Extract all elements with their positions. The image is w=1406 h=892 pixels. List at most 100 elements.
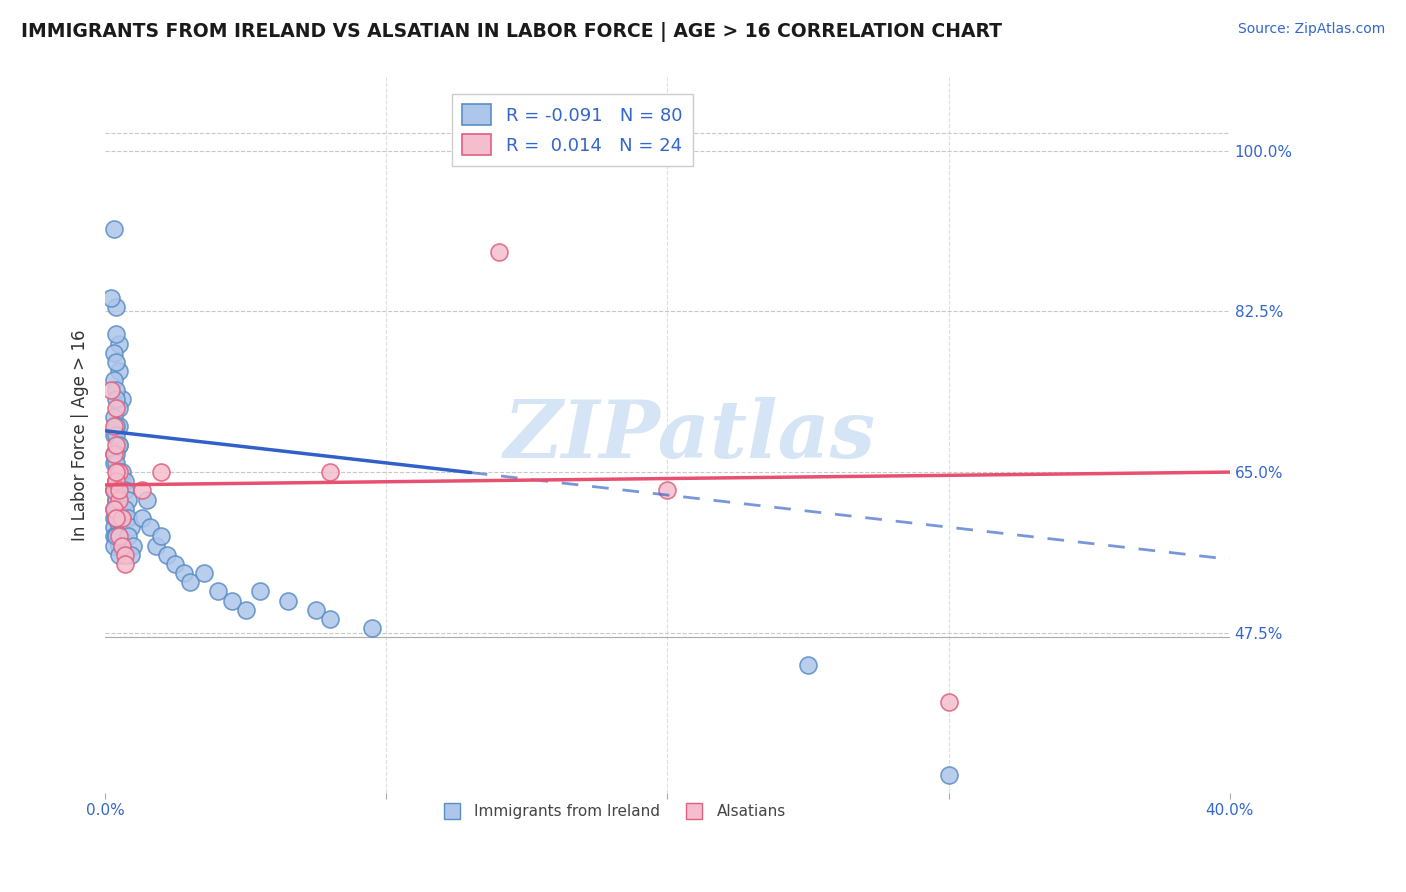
Point bbox=[105, 392, 128, 406]
Point bbox=[111, 475, 134, 489]
Point bbox=[139, 520, 162, 534]
Point bbox=[103, 346, 125, 360]
Point bbox=[105, 300, 128, 314]
Point bbox=[103, 483, 125, 498]
Point bbox=[105, 483, 128, 498]
Point bbox=[131, 511, 153, 525]
Point bbox=[108, 437, 131, 451]
Point bbox=[103, 520, 125, 534]
Point bbox=[111, 392, 134, 406]
Point bbox=[319, 612, 342, 626]
Point bbox=[105, 475, 128, 489]
Point bbox=[105, 511, 128, 525]
Point bbox=[103, 447, 125, 461]
Point bbox=[938, 695, 960, 709]
Point bbox=[103, 410, 125, 425]
Point bbox=[105, 383, 128, 397]
Point bbox=[305, 603, 328, 617]
Point bbox=[108, 520, 131, 534]
Point bbox=[105, 492, 128, 507]
Point bbox=[108, 511, 131, 525]
Point bbox=[108, 465, 131, 479]
Text: IMMIGRANTS FROM IRELAND VS ALSATIAN IN LABOR FORCE | AGE > 16 CORRELATION CHART: IMMIGRANTS FROM IRELAND VS ALSATIAN IN L… bbox=[21, 22, 1002, 42]
Point bbox=[797, 657, 820, 672]
Point bbox=[108, 483, 131, 498]
Point bbox=[120, 520, 142, 534]
Point bbox=[111, 539, 134, 553]
Point bbox=[105, 327, 128, 342]
Point bbox=[100, 291, 122, 305]
Point bbox=[111, 511, 134, 525]
Point bbox=[108, 419, 131, 434]
Point bbox=[105, 501, 128, 516]
Point bbox=[108, 465, 131, 479]
Point bbox=[122, 539, 145, 553]
Point bbox=[103, 539, 125, 553]
Point bbox=[249, 584, 271, 599]
Point bbox=[120, 548, 142, 562]
Point bbox=[108, 336, 131, 351]
Point bbox=[103, 456, 125, 470]
Point bbox=[103, 419, 125, 434]
Point bbox=[105, 437, 128, 451]
Point bbox=[657, 483, 679, 498]
Point bbox=[108, 501, 131, 516]
Point bbox=[100, 383, 122, 397]
Point bbox=[207, 584, 229, 599]
Point bbox=[488, 244, 510, 259]
Point bbox=[277, 593, 299, 607]
Point bbox=[111, 465, 134, 479]
Point bbox=[105, 492, 128, 507]
Text: ZIPatlas: ZIPatlas bbox=[503, 397, 876, 475]
Point bbox=[117, 511, 139, 525]
Point bbox=[145, 539, 167, 553]
Point bbox=[235, 603, 257, 617]
Point bbox=[114, 501, 136, 516]
Point bbox=[105, 456, 128, 470]
Point bbox=[150, 529, 173, 543]
Point bbox=[103, 501, 125, 516]
Point bbox=[108, 548, 131, 562]
Point bbox=[131, 483, 153, 498]
Point bbox=[103, 501, 125, 516]
Point bbox=[103, 529, 125, 543]
Point bbox=[361, 621, 384, 635]
Point bbox=[103, 222, 125, 236]
Point bbox=[114, 548, 136, 562]
Point bbox=[938, 768, 960, 782]
Point bbox=[117, 529, 139, 543]
Point bbox=[156, 548, 179, 562]
Point bbox=[105, 428, 128, 442]
Point bbox=[117, 492, 139, 507]
Point bbox=[105, 419, 128, 434]
Point bbox=[108, 437, 131, 451]
Point bbox=[108, 364, 131, 378]
Point bbox=[150, 465, 173, 479]
Point bbox=[108, 539, 131, 553]
Point bbox=[108, 401, 131, 415]
Point bbox=[319, 465, 342, 479]
Point bbox=[193, 566, 215, 580]
Text: Source: ZipAtlas.com: Source: ZipAtlas.com bbox=[1237, 22, 1385, 37]
Point bbox=[105, 529, 128, 543]
Point bbox=[173, 566, 195, 580]
Point bbox=[179, 575, 201, 590]
Point bbox=[103, 483, 125, 498]
Point bbox=[136, 492, 159, 507]
Legend: Immigrants from Ireland, Alsatians: Immigrants from Ireland, Alsatians bbox=[430, 797, 793, 825]
Point bbox=[221, 593, 243, 607]
Point bbox=[103, 483, 125, 498]
Point bbox=[165, 557, 187, 571]
Point bbox=[103, 428, 125, 442]
Point bbox=[105, 401, 128, 415]
Point bbox=[103, 511, 125, 525]
Point bbox=[105, 475, 128, 489]
Point bbox=[108, 492, 131, 507]
Point bbox=[114, 475, 136, 489]
Point bbox=[105, 511, 128, 525]
Point bbox=[114, 557, 136, 571]
Point bbox=[108, 492, 131, 507]
Point bbox=[105, 475, 128, 489]
Point bbox=[105, 511, 128, 525]
Point bbox=[105, 465, 128, 479]
